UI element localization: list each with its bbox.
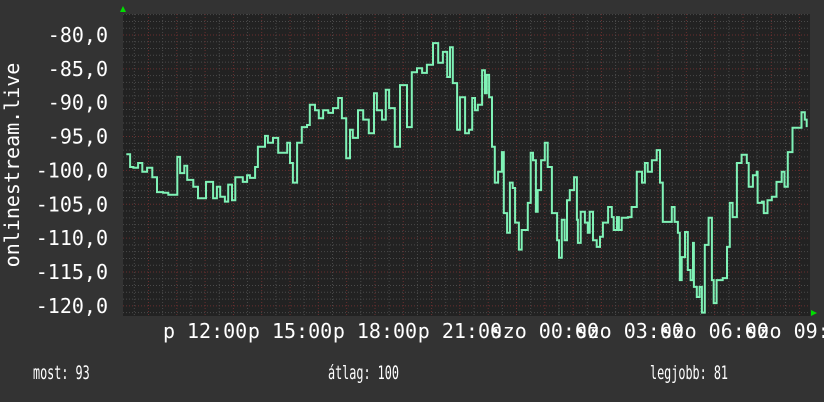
x-tick-label: szo 03:00: [576, 319, 684, 343]
y-axis-label: onlinestream.live: [0, 63, 24, 268]
y-tick-label: -90,0: [48, 91, 108, 115]
y-tick-label: -115,0: [36, 260, 108, 284]
legend-current: most: 93: [33, 362, 90, 384]
x-tick-label: szo 09:00: [745, 319, 824, 343]
y-tick-label: -95,0: [48, 125, 108, 149]
x-tick-label: p 12:00: [163, 319, 247, 343]
y-tick-label: -120,0: [36, 294, 108, 318]
x-tick-label: szo 00:00: [491, 319, 599, 343]
legend-average: átlag: 100: [328, 362, 399, 384]
y-tick-label: -105,0: [36, 192, 108, 216]
series-line: [126, 42, 808, 314]
y-tick-label: -85,0: [48, 57, 108, 81]
x-axis-arrow-icon: [811, 310, 817, 316]
x-tick-label: p 21:00: [418, 319, 502, 343]
x-tick-label: p 15:00: [248, 319, 332, 343]
x-tick-label: szo 06:00: [661, 319, 769, 343]
y-axis-arrow-icon: [120, 6, 126, 12]
y-tick-label: -110,0: [36, 226, 108, 250]
legend-max: legjobb: 81: [650, 362, 729, 384]
plot-area: [123, 14, 810, 316]
y-tick-label: -100,0: [36, 158, 108, 182]
y-tick-label: -80,0: [48, 23, 108, 47]
x-tick-label: p 18:00: [333, 319, 417, 343]
